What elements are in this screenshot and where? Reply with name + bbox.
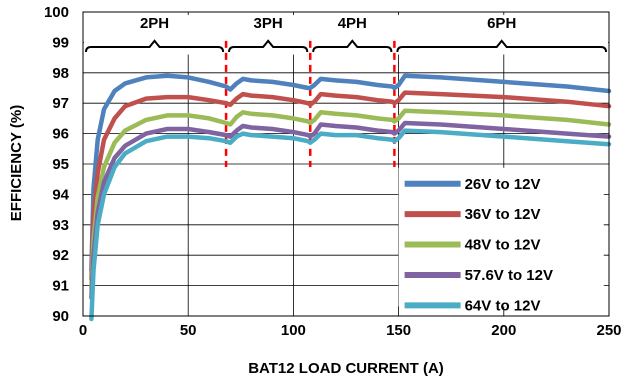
x-tick-label: 50 bbox=[180, 322, 197, 339]
y-tick-label: 96 bbox=[52, 126, 69, 143]
phase-brace bbox=[228, 39, 309, 53]
phase-brace bbox=[85, 39, 225, 53]
y-tick-label: 91 bbox=[52, 278, 69, 295]
x-tick-label: 100 bbox=[281, 322, 306, 339]
y-tick-label: 90 bbox=[52, 308, 69, 325]
legend-label: 48V to 12V bbox=[465, 237, 541, 254]
phase-annotations: 2PH 3PH 4PH 6PH bbox=[84, 15, 608, 168]
series-lines bbox=[89, 73, 612, 322]
x-tick-label: 250 bbox=[596, 322, 621, 339]
legend-label: 64V to 12V bbox=[465, 297, 541, 314]
phase-label: 4PH bbox=[338, 15, 367, 32]
phase-label: 6PH bbox=[487, 15, 516, 32]
y-tick-label: 92 bbox=[52, 247, 69, 264]
plot-area-frame bbox=[82, 11, 610, 317]
y-tick-label: 94 bbox=[52, 186, 69, 203]
legend-label: 36V to 12V bbox=[465, 206, 541, 223]
phase-brace bbox=[312, 39, 393, 53]
y-tick-label: 100 bbox=[44, 4, 69, 21]
legend-label: 26V to 12V bbox=[465, 176, 541, 193]
phase-label: 2PH bbox=[140, 15, 169, 32]
series-line bbox=[89, 108, 612, 291]
series-line bbox=[89, 120, 612, 301]
y-axis-label: EFFICIENCY (%) bbox=[8, 105, 25, 221]
y-tick-label: 97 bbox=[52, 95, 69, 112]
y-tick-label: 93 bbox=[52, 217, 69, 234]
x-tick-label: 0 bbox=[79, 322, 87, 339]
phase-label: 3PH bbox=[254, 15, 283, 32]
legend-label: 57.6V to 12V bbox=[465, 267, 553, 284]
y-tick-label: 99 bbox=[52, 34, 69, 51]
x-tick-label: 200 bbox=[491, 322, 516, 339]
x-axis-label: BAT12 LOAD CURRENT (A) bbox=[248, 360, 444, 377]
legend: 26V to 12V 36V to 12V 48V to 12V 57.6V to 1… bbox=[398, 167, 604, 314]
series-line bbox=[89, 128, 612, 322]
y-axis-tick-labels: 90 91 92 93 94 95 96 97 98 99 100 bbox=[44, 4, 70, 325]
y-tick-label: 98 bbox=[52, 65, 69, 82]
phase-band-background bbox=[84, 15, 608, 55]
x-tick-label: 150 bbox=[386, 322, 411, 339]
series-line bbox=[89, 90, 612, 282]
x-axis-tick-labels: 0 50 100 150 200 250 bbox=[79, 322, 622, 339]
legend-background bbox=[398, 167, 604, 307]
y-tick-label: 95 bbox=[52, 156, 69, 173]
series-line bbox=[89, 73, 612, 273]
phase-brace bbox=[396, 39, 607, 53]
